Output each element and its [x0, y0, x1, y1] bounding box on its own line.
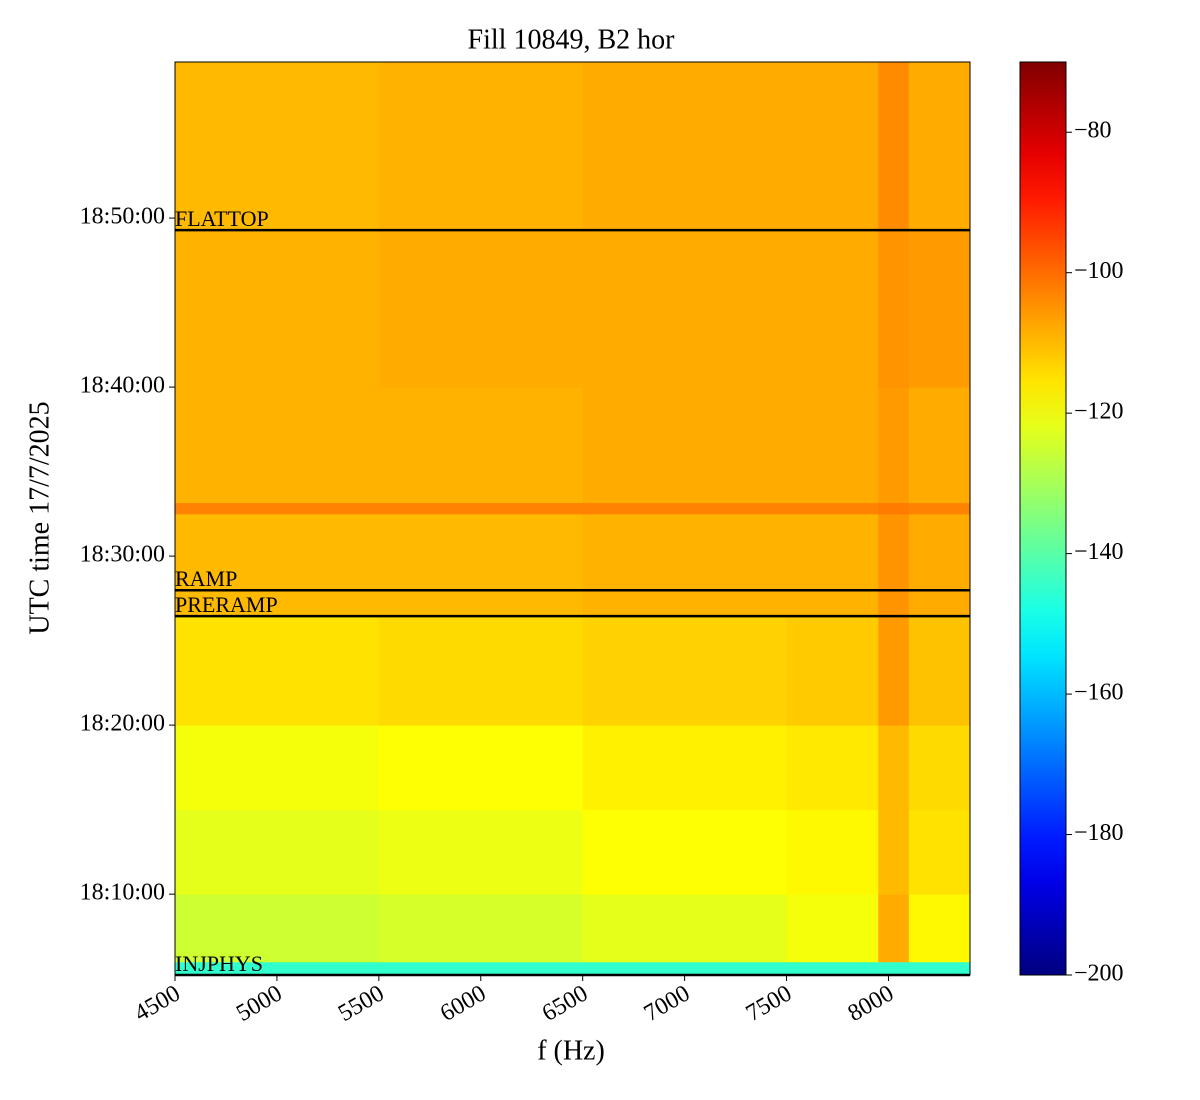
heatmap-cell	[175, 62, 380, 231]
heatmap-cell	[786, 961, 879, 976]
heatmap-cell	[582, 502, 788, 515]
heatmap-cell	[878, 809, 910, 895]
colorbar-tick-label: −140	[1074, 539, 1124, 565]
heatmap-cell	[908, 62, 971, 231]
heatmap-cell	[175, 894, 380, 963]
heatmap-cell	[378, 387, 584, 504]
heatmap-cell	[175, 230, 380, 388]
x-tick-label: 8000	[844, 980, 899, 1027]
heatmap-cell	[582, 616, 788, 726]
heatmap-cell	[908, 616, 971, 726]
heatmap-cell	[175, 809, 380, 895]
x-tick-label: 4500	[130, 980, 185, 1027]
heatmap-cell	[908, 502, 971, 515]
heatmap-cell	[878, 616, 910, 726]
x-tick-label: 7000	[640, 980, 695, 1027]
heatmap-cell	[786, 513, 879, 617]
x-axis-label: f (Hz)	[537, 1035, 605, 1066]
heatmap-cell	[582, 809, 788, 895]
heatmap-cell	[786, 894, 879, 963]
phase-label: FLATTOP	[175, 206, 269, 231]
heatmap-cell	[908, 894, 971, 963]
heatmap-cell	[878, 961, 910, 976]
y-tick-label: 18:50:00	[80, 204, 165, 230]
phase-label: RAMP	[175, 566, 237, 591]
phase-label: PRERAMP	[175, 592, 278, 617]
heatmap-cell	[175, 513, 380, 617]
colorbar-tick-label: −200	[1074, 961, 1124, 987]
heatmap-cell	[786, 502, 879, 515]
heatmap-cell	[378, 62, 584, 231]
y-tick-label: 18:40:00	[80, 373, 165, 399]
heatmap-cell	[175, 387, 380, 504]
heatmap-cell	[878, 62, 910, 231]
y-tick-label: 18:30:00	[80, 542, 165, 568]
x-tick-label: 7500	[742, 980, 797, 1027]
heatmap-cell	[908, 725, 971, 811]
x-tick-label: 5000	[232, 980, 287, 1027]
heatmap-cell	[908, 809, 971, 895]
heatmap-cell	[582, 513, 788, 617]
heatmap-cell	[378, 230, 584, 388]
heatmap-cell	[378, 725, 584, 811]
heatmap-cell	[582, 387, 788, 504]
heatmap-cell	[878, 513, 910, 617]
heatmap-cell	[878, 894, 910, 963]
heatmap-cell	[786, 230, 879, 388]
y-tick-label: 18:10:00	[80, 880, 165, 906]
colorbar-tick-label: −120	[1074, 399, 1124, 425]
heatmap-cell	[378, 894, 584, 963]
heatmap-cell	[175, 616, 380, 726]
heatmap-cell	[175, 725, 380, 811]
heatmap-cell	[582, 230, 788, 388]
chart-title: Fill 10849, B2 hor	[468, 24, 676, 55]
colorbar-tick-label: −100	[1074, 258, 1124, 284]
heatmap-cell	[378, 502, 584, 515]
colorbar-tick-label: −180	[1074, 820, 1124, 846]
plot-frame	[174, 61, 971, 976]
heatmap-cell	[378, 961, 584, 976]
heatmap-cell	[908, 230, 971, 388]
x-tick-label: 5500	[334, 980, 389, 1027]
heatmap-cell	[582, 62, 788, 231]
heatmap-cell	[908, 961, 971, 976]
heatmap-cell	[175, 961, 380, 976]
heatmap-cell	[378, 616, 584, 726]
heatmap-cell	[878, 387, 910, 504]
heatmap-cell	[908, 387, 971, 504]
y-tick-label: 18:20:00	[80, 711, 165, 737]
heatmap-cell	[786, 616, 879, 726]
y-axis-label: UTC time 17/7/2025	[24, 401, 55, 634]
heatmap-cell	[878, 230, 910, 388]
heatmap-cell	[582, 725, 788, 811]
heatmap-cell	[878, 725, 910, 811]
heatmap	[175, 62, 971, 976]
x-tick-label: 6000	[436, 980, 491, 1027]
colorbar	[1019, 61, 1067, 976]
heatmap-cell	[378, 513, 584, 617]
x-tick-label: 6500	[538, 980, 593, 1027]
heatmap-cell	[582, 961, 788, 976]
heatmap-cell	[582, 894, 788, 963]
heatmap-cell	[786, 387, 879, 504]
colorbar-tick-label: −160	[1074, 680, 1124, 706]
heatmap-cell	[378, 809, 584, 895]
heatmap-cell	[786, 809, 879, 895]
heatmap-cell	[786, 725, 879, 811]
heatmap-cell	[786, 62, 879, 231]
heatmap-cell	[878, 502, 910, 515]
colorbar-tick-label: −80	[1074, 118, 1112, 144]
phase-label: INJPHYS	[175, 951, 263, 976]
heatmap-cell	[908, 513, 971, 617]
heatmap-cell	[175, 502, 380, 515]
